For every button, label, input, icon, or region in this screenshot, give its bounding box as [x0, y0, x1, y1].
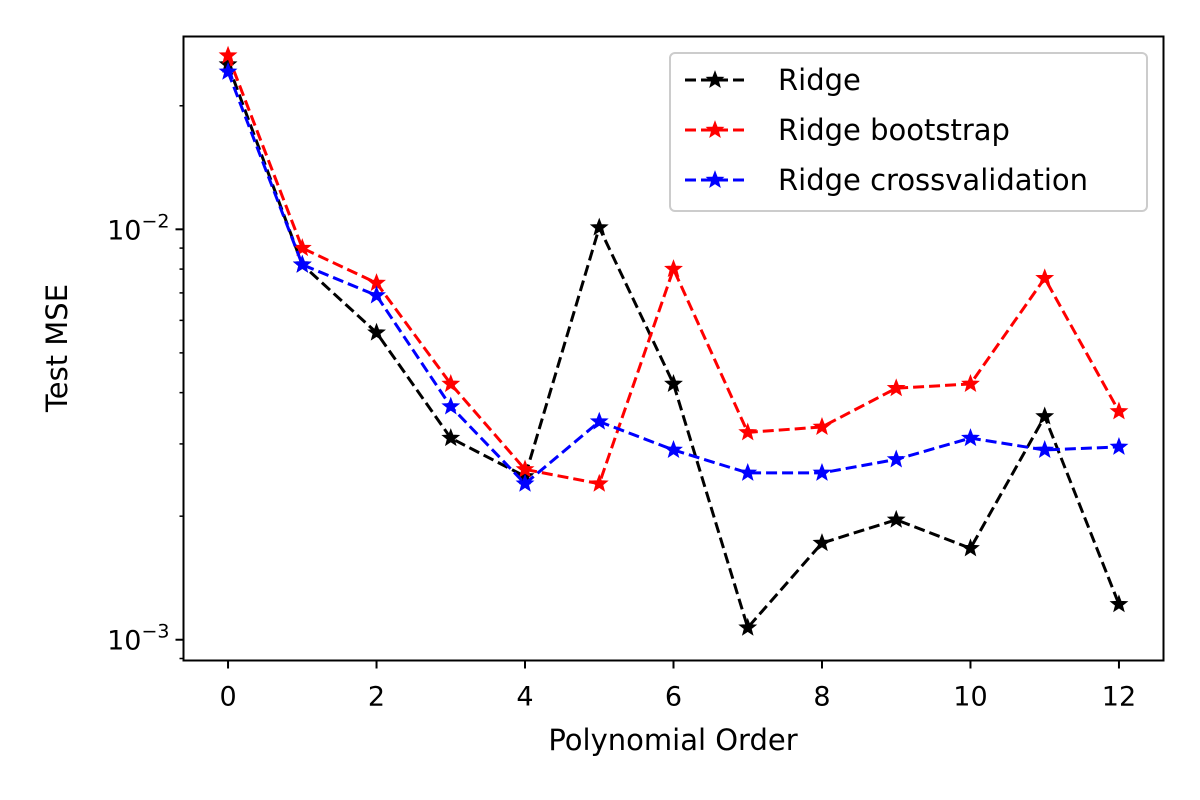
data-point	[218, 45, 238, 64]
legend-swatch-marker	[705, 70, 725, 89]
data-point	[589, 217, 609, 236]
x-tick-label: 6	[665, 682, 682, 713]
x-tick-label: 0	[219, 682, 236, 713]
y-tick-label: 10−2	[107, 210, 169, 246]
data-point	[589, 473, 609, 492]
x-tick-label: 12	[1102, 682, 1136, 713]
data-point	[292, 254, 312, 273]
x-tick-label: 4	[516, 682, 533, 713]
legend-swatch-marker	[705, 170, 725, 189]
data-point	[961, 538, 980, 557]
data-point	[812, 533, 832, 552]
y-tick-label: 10−3	[107, 621, 169, 657]
data-point	[664, 440, 683, 458]
data-point	[961, 374, 980, 392]
legend-item: Ridge	[685, 63, 861, 97]
data-point	[1035, 440, 1055, 458]
data-point	[218, 61, 238, 80]
legend-item: Ridge bootstrap	[685, 113, 1010, 147]
data-point	[1109, 436, 1129, 455]
legend-box	[669, 52, 1148, 212]
data-point	[1035, 268, 1055, 287]
x-axis-label: Polynomial Order	[548, 723, 797, 757]
legend: Ridge Ridge bootstrap Ridge crossvalidatio…	[669, 52, 1148, 212]
data-point	[441, 396, 461, 415]
data-point	[664, 259, 683, 278]
data-point	[515, 459, 535, 478]
data-point	[515, 473, 535, 492]
data-point	[961, 428, 980, 447]
legend-item: Ridge crossvalidation	[685, 163, 1088, 197]
data-point	[812, 417, 832, 435]
data-point	[886, 378, 906, 397]
axis-ticks: 0 2 4 6 8 10 12 10−3 10−2	[107, 105, 1136, 713]
data-point	[738, 462, 758, 481]
data-point	[441, 428, 461, 447]
data-point	[886, 509, 906, 528]
plot-area	[218, 45, 1129, 636]
data-point	[441, 374, 461, 392]
data-point	[664, 374, 683, 392]
data-point	[738, 422, 758, 441]
legend-label: Ridge bootstrap	[778, 113, 1010, 147]
data-point	[812, 462, 832, 481]
data-point	[589, 411, 609, 430]
data-point	[738, 617, 758, 636]
x-tick-label: 2	[368, 682, 385, 713]
legend-label: Ridge crossvalidation	[778, 163, 1088, 197]
y-axis-label: Test MSE	[40, 284, 74, 413]
legend-label: Ridge	[778, 63, 861, 97]
data-point	[367, 322, 386, 341]
legend-swatch-marker	[705, 120, 725, 139]
data-point	[1035, 406, 1055, 425]
series-1	[218, 54, 1129, 636]
data-point	[1109, 401, 1129, 420]
series-3	[218, 61, 1129, 492]
data-point	[886, 449, 906, 468]
data-point	[1109, 594, 1129, 613]
data-point	[367, 285, 386, 304]
x-tick-label: 8	[813, 682, 830, 713]
x-tick-label: 10	[953, 682, 987, 713]
